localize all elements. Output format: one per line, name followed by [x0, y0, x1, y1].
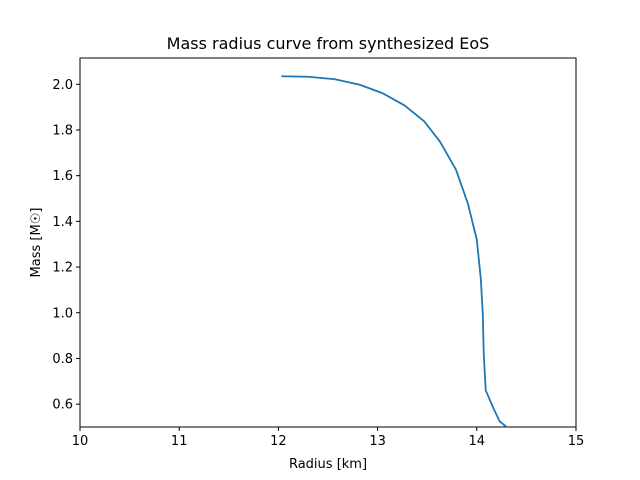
y-tick-label: 1.2 [52, 261, 73, 276]
x-tick-label: 13 [369, 434, 386, 449]
y-tick-label: 1.8 [52, 123, 73, 138]
y-tick-label: 0.8 [52, 352, 73, 367]
y-tick-label: 1.0 [52, 306, 73, 321]
plot-frame [79, 57, 577, 428]
x-axis-label: Radius [km] [289, 457, 367, 472]
chart-title: Mass radius curve from synthesized EoS [167, 34, 490, 53]
plot-area: 10 11 12 13 14 15 0.6 0.8 1.0 1.2 1.4 1.6 1.8 2.0 [52, 57, 585, 449]
y-axis-label: Mass [M☉] [29, 208, 44, 278]
x-tick-label: 14 [469, 434, 486, 449]
x-tick-label: 12 [270, 434, 287, 449]
y-tick-label: 1.6 [52, 169, 73, 184]
x-tick-label: 11 [171, 434, 188, 449]
y-tick-label: 0.6 [52, 398, 73, 413]
y-tick-label: 2.0 [52, 78, 73, 93]
x-tick-label: 10 [72, 434, 89, 449]
x-ticks: 10 11 12 13 14 15 [72, 427, 585, 449]
y-ticks: 0.6 0.8 1.0 1.2 1.4 1.6 1.8 2.0 [52, 78, 80, 413]
series-line-0 [281, 75, 508, 427]
series-layer [281, 75, 508, 427]
x-tick-label: 15 [568, 434, 585, 449]
y-tick-label: 1.4 [52, 215, 73, 230]
